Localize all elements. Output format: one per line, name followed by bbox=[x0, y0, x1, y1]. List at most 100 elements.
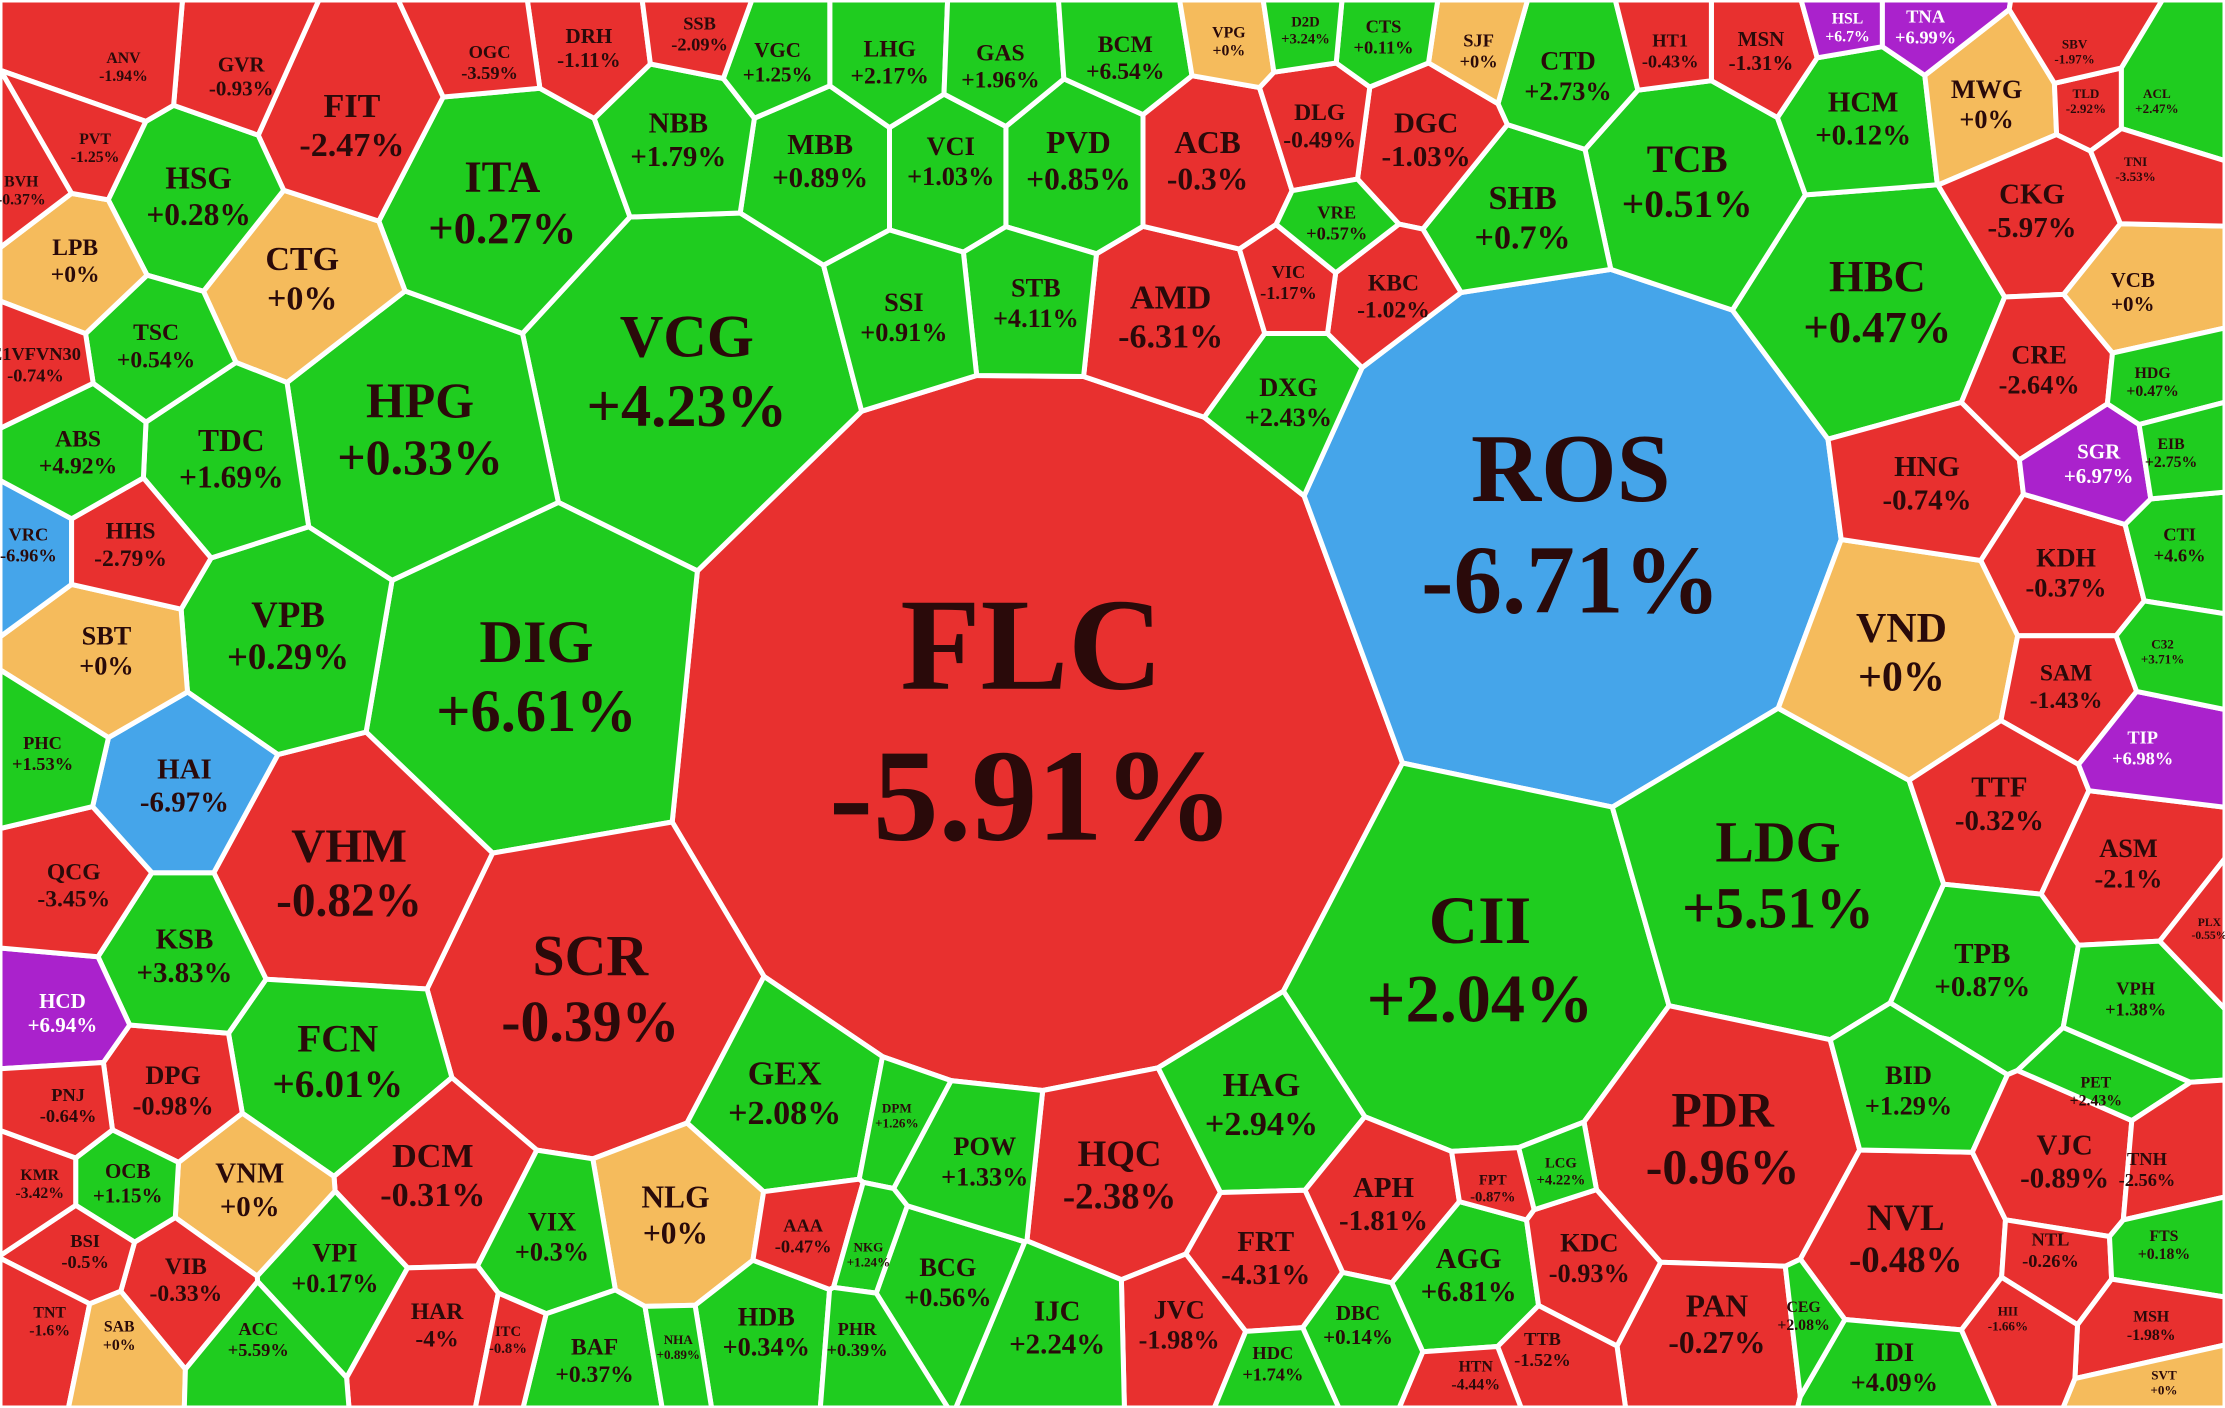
change-label: +3.71% bbox=[2141, 652, 2184, 667]
ticker-label: VPI bbox=[312, 1239, 357, 1268]
ticker-label: SSB bbox=[683, 14, 716, 34]
ticker-label: VNM bbox=[215, 1158, 284, 1190]
stock-cell: DLG-0.49% bbox=[1257, 60, 1373, 194]
ticker-label: HQC bbox=[1078, 1133, 1162, 1174]
ticker-label: TIP bbox=[2127, 727, 2158, 747]
ticker-label: PVT bbox=[79, 131, 111, 148]
stock-cell: GVR-0.93% bbox=[171, 0, 322, 138]
stock-cell: NVL-0.48% bbox=[1797, 1147, 2008, 1333]
cell-shape bbox=[2120, 1077, 2225, 1223]
ticker-label: FLC bbox=[900, 573, 1163, 718]
stock-cell: HDC+1.74% bbox=[1211, 1325, 1342, 1408]
ticker-label: HDG bbox=[2135, 365, 2171, 382]
ticker-label: SCR bbox=[532, 923, 649, 988]
cell-shape bbox=[395, 0, 543, 100]
cell-shape bbox=[2107, 1194, 2225, 1300]
stock-cell: HT1-0.43% bbox=[1612, 0, 1714, 93]
change-label: +0.34% bbox=[723, 1333, 810, 1362]
stock-cell: PHR+0.39% bbox=[817, 1284, 951, 1408]
cell-shape bbox=[1211, 1325, 1342, 1408]
change-label: +0% bbox=[1213, 43, 1246, 60]
stock-cell: PLX-0.55% bbox=[2157, 855, 2225, 1012]
ticker-label: PVD bbox=[1046, 125, 1111, 160]
stock-cell: FIT-2.47% bbox=[255, 0, 446, 224]
ticker-label: DPM bbox=[882, 1101, 912, 1116]
stock-cell: DPG-0.98% bbox=[100, 1022, 245, 1165]
change-label: -4% bbox=[415, 1326, 458, 1352]
change-label: +0% bbox=[2150, 1382, 2177, 1397]
ticker-label: FCN bbox=[297, 1017, 378, 1061]
ticker-label: VCB bbox=[2111, 268, 2155, 292]
cell-shape bbox=[181, 1279, 352, 1408]
ticker-label: PNJ bbox=[51, 1085, 85, 1105]
change-label: +6.98% bbox=[2112, 748, 2173, 768]
change-label: +0.57% bbox=[1306, 223, 1367, 243]
change-label: +0% bbox=[79, 652, 133, 681]
change-label: +1.53% bbox=[12, 754, 73, 774]
ticker-label: DGC bbox=[1394, 108, 1458, 140]
stock-cell: VNM+0% bbox=[172, 1110, 338, 1279]
ticker-label: ANV bbox=[106, 50, 141, 67]
stock-cell: BCM+6.54% bbox=[1056, 0, 1195, 118]
ticker-label: SGR bbox=[2077, 440, 2121, 464]
ticker-label: VRC bbox=[8, 524, 48, 544]
change-label: +0% bbox=[1460, 52, 1498, 72]
change-label: -1.81% bbox=[1339, 1205, 1428, 1237]
ticker-label: AGG bbox=[1436, 1243, 1502, 1275]
change-label: -1.02% bbox=[1357, 298, 1430, 324]
ticker-label: HAI bbox=[157, 753, 212, 785]
ticker-label: POW bbox=[953, 1132, 1016, 1161]
cell-shape bbox=[1958, 1274, 2080, 1408]
change-label: +3.83% bbox=[137, 957, 233, 989]
change-label: +0.28% bbox=[146, 197, 251, 232]
change-label: +0.89% bbox=[772, 162, 868, 194]
change-label: -0.49% bbox=[1283, 127, 1356, 153]
ticker-label: VJC bbox=[2037, 1129, 2093, 1161]
ticker-label: IDI bbox=[1875, 1338, 1914, 1367]
change-label: +0.54% bbox=[117, 347, 195, 373]
change-label: +2.08% bbox=[1777, 1317, 1829, 1334]
change-label: -0.96% bbox=[1646, 1140, 1800, 1195]
ticker-label: NVL bbox=[1867, 1197, 1945, 1238]
ticker-label: SBV bbox=[2062, 36, 2088, 51]
ticker-label: KDH bbox=[2036, 543, 2096, 572]
cell-shape bbox=[1236, 222, 1339, 336]
cell-shape bbox=[0, 67, 74, 251]
change-label: +0.47% bbox=[1803, 302, 1951, 352]
change-label: -2.47% bbox=[299, 127, 404, 164]
cell-shape bbox=[1879, 0, 2014, 78]
stock-cell: VIC-1.17% bbox=[1236, 222, 1339, 336]
change-label: +0.14% bbox=[1323, 1325, 1393, 1349]
ticker-label: PET bbox=[2081, 1075, 2112, 1092]
change-label: +0.56% bbox=[904, 1283, 991, 1312]
ticker-label: LHG bbox=[863, 36, 915, 62]
stock-cell: GEX+2.08% bbox=[684, 973, 885, 1195]
change-label: +6.01% bbox=[272, 1062, 403, 1106]
ticker-label: SVT bbox=[2151, 1367, 2177, 1382]
ticker-label: VRE bbox=[1317, 202, 1356, 222]
change-label: -0.47% bbox=[775, 1237, 832, 1257]
change-label: +5.59% bbox=[228, 1340, 289, 1360]
cell-shape bbox=[1782, 1256, 1848, 1400]
stock-cell: HAI-6.97% bbox=[90, 689, 281, 876]
cell-shape bbox=[0, 667, 111, 832]
change-label: -6.97% bbox=[140, 786, 229, 818]
change-label: +4.09% bbox=[1851, 1368, 1938, 1397]
change-label: -3.45% bbox=[37, 886, 110, 912]
stock-cell: CTD+2.73% bbox=[1495, 0, 1641, 152]
change-label: +2.75% bbox=[2145, 454, 2197, 471]
ticker-label: GVR bbox=[218, 52, 266, 76]
change-label: +0.37% bbox=[555, 1362, 633, 1388]
ticker-label: HT1 bbox=[1652, 31, 1688, 51]
ticker-label: NBB bbox=[649, 108, 708, 140]
ticker-label: HNG bbox=[1894, 451, 1960, 483]
change-label: +6.97% bbox=[2064, 464, 2134, 488]
stock-cell: VRE+0.57% bbox=[1273, 176, 1402, 276]
stock-cell: FRT-4.31% bbox=[1183, 1187, 1346, 1334]
ticker-label: VND bbox=[1856, 606, 1947, 652]
ticker-label: GEX bbox=[748, 1056, 822, 1093]
ticker-label: TLD bbox=[2072, 86, 2099, 101]
change-label: +6.7% bbox=[1825, 28, 1870, 45]
change-label: -1.17% bbox=[1260, 283, 1317, 303]
stock-cell: SSB-2.09% bbox=[639, 0, 755, 81]
